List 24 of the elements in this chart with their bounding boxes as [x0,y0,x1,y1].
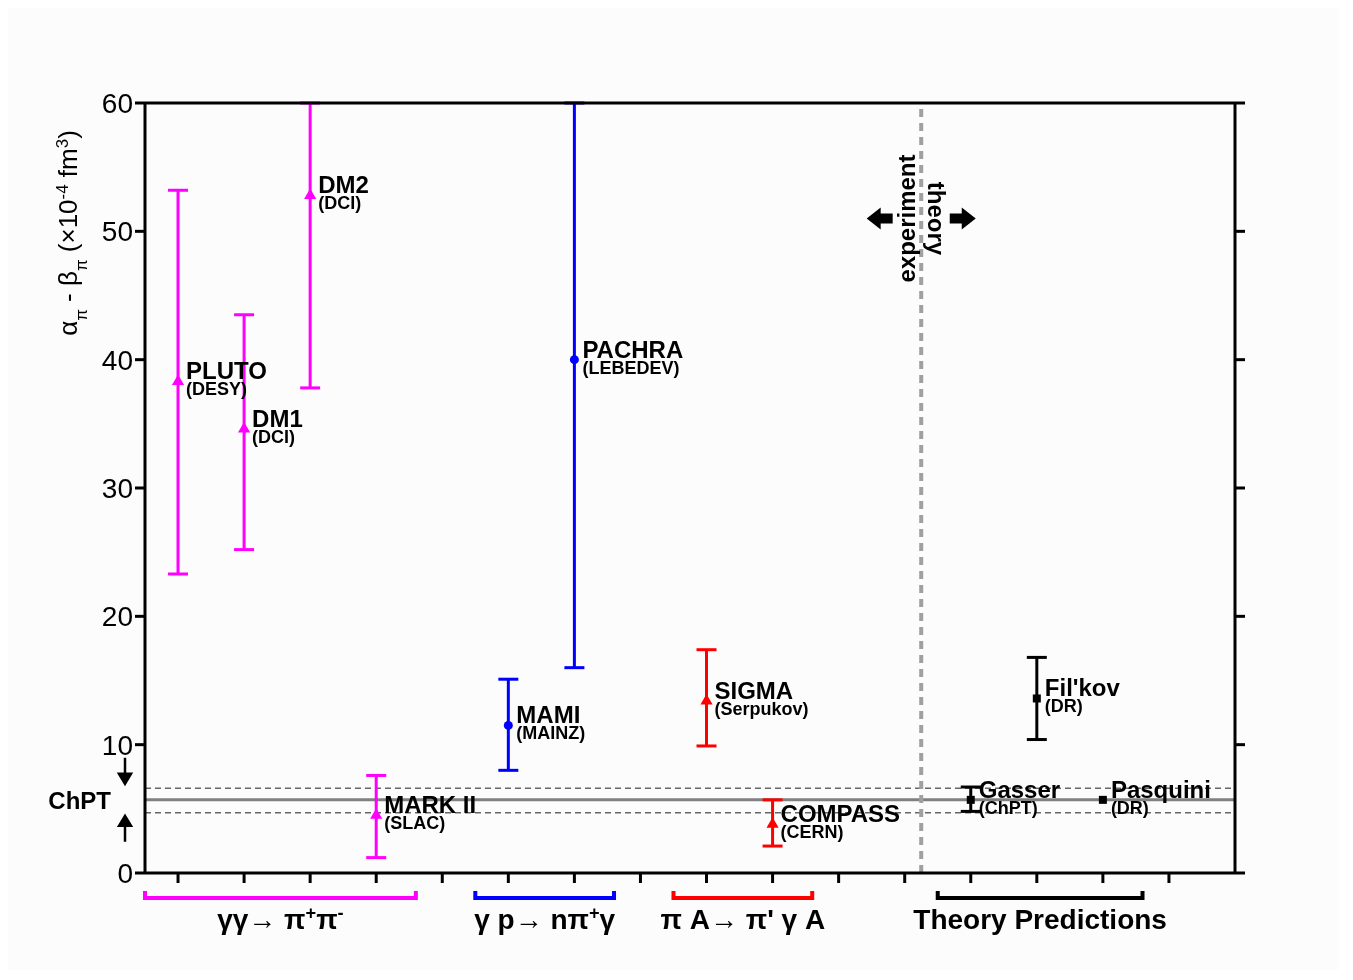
annotation: (DCI) [252,426,296,447]
y-tick-label: 40 [101,344,133,376]
y-tick-label: 50 [101,216,133,248]
point [1032,694,1041,703]
point [503,720,513,730]
ref-line-label: ChPT [48,786,112,814]
y-tick-label: 10 [101,729,133,761]
annotation: (ChPT) [978,797,1038,818]
y-tick-label: 60 [101,87,133,119]
y-tick-label: 30 [101,472,133,504]
text: Theory Predictions [913,904,1167,935]
text: γ p→ nπ$^{+}$γ [474,903,616,935]
annotation: theory [922,181,950,256]
point [569,355,579,365]
point [1098,795,1107,804]
annotation: (LEBEDEV) [582,357,680,378]
y-tick-label: 0 [117,857,133,889]
y-tick-label: 20 [101,601,133,633]
text: γγ→ π$^{+}$π$^{-}$ [217,903,344,935]
annotation: experiment [892,154,920,283]
annotation: (DR) [1110,797,1149,818]
text: π A→ π' γ A [660,904,826,935]
point [966,795,975,804]
point [171,374,185,385]
